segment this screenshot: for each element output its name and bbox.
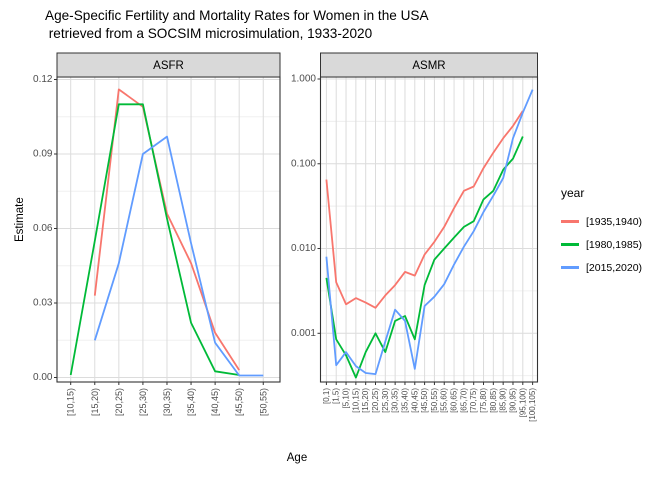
y-axis-title: Estimate: [14, 197, 26, 242]
x-category-label: [25,30): [381, 388, 390, 413]
x-category-label: [75,80): [479, 388, 488, 413]
chart-title-line1: Age-Specific Fertility and Mortality Rat…: [45, 8, 429, 23]
x-category-label: [50,55): [430, 388, 439, 413]
x-category-label: [100,105): [528, 388, 537, 422]
x-category-label: [1,5): [332, 388, 341, 404]
legend-title: year: [561, 186, 585, 200]
x-category-label: [90,95): [508, 388, 517, 413]
facet-strip-asmr: [320, 52, 538, 78]
y-tick-label: 0.09: [33, 149, 53, 160]
y-tick-label: 0.03: [33, 298, 53, 309]
x-category-label: [60,65): [450, 388, 459, 413]
y-tick-label: 1.000: [291, 74, 316, 85]
x-category-label: [10,15): [351, 388, 360, 413]
y-tick-label: 0.100: [291, 158, 316, 169]
x-category-label: [55,60): [440, 388, 449, 413]
y-tick-label: 0.010: [291, 243, 316, 254]
x-category-label: [15,20): [90, 388, 100, 416]
panel-asfr: 0.00 0.03 0.06 0.09 0.12 [10,15) [15,20) [20,25…: [33, 74, 281, 416]
x-category-label: [35,40): [400, 388, 409, 413]
x-category-label: [30,35): [162, 388, 172, 416]
legend-entry: [2015,2020): [561, 256, 642, 279]
x-category-label: [0,1): [322, 388, 331, 404]
legend-entry: [1935,1940): [561, 210, 642, 233]
panel-background: [57, 77, 280, 382]
x-category-label: [50,55): [258, 388, 268, 416]
x-category-label: [45,50): [420, 388, 429, 413]
x-category-label: [35,40): [186, 388, 196, 416]
y-tick-label: 0.00: [33, 372, 53, 383]
series-line-1935-1940: [325, 110, 524, 309]
x-category-label: [45,50): [234, 388, 244, 416]
chart-title-line2: retrieved from a SOCSIM microsimulation,…: [45, 26, 373, 41]
x-category-label: [5,10): [342, 388, 351, 409]
facet-strip-asfr: [56, 52, 281, 78]
legend: year [1935,1940) [1980,1985) [2015,2020): [561, 186, 642, 279]
x-category-label: [70,75): [469, 388, 478, 413]
legend-key-line: [561, 220, 579, 223]
x-category-label: [40,45): [410, 388, 419, 413]
x-category-label: [25,30): [138, 388, 148, 416]
x-category-label: [65,70): [459, 388, 468, 413]
legend-entry: [1980,1985): [561, 233, 642, 256]
series-line-2015-2020: [325, 89, 534, 375]
facet-strip-label-asmr: ASMR: [412, 60, 445, 72]
x-category-label: [20,25): [114, 388, 124, 416]
x-category-label: [10,15): [66, 388, 76, 416]
legend-key-line: [561, 243, 579, 246]
panel-asmr: 0.001 0.010 0.100 1.000 [0,1) [1,5) [5,10) [10,…: [291, 74, 539, 422]
x-category-label: [20,25): [371, 388, 380, 413]
facet-strip-label-asfr: ASFR: [153, 60, 184, 72]
panel-background: [320, 77, 538, 382]
series-line-2015-2020: [93, 135, 264, 377]
x-category-label: [80,85): [489, 388, 498, 413]
legend-entry-label: [1980,1985): [586, 238, 643, 251]
series-line-1935-1940: [93, 88, 240, 371]
series-line-1980-1985: [69, 103, 240, 376]
x-category-label: [85,90): [499, 388, 508, 413]
x-axis-title: Age: [286, 452, 308, 464]
x-category-label: [15,20): [361, 388, 370, 413]
y-tick-label: 0.06: [33, 223, 53, 234]
x-category-label: [95,100): [518, 388, 527, 418]
y-tick-label: 0.001: [291, 328, 316, 339]
legend-entry-label: [2015,2020): [586, 261, 643, 274]
x-category-label: [30,35): [391, 388, 400, 413]
x-category-label: [40,45): [210, 388, 220, 416]
legend-entry-label: [1935,1940): [586, 215, 643, 228]
legend-key-line: [561, 266, 579, 269]
y-tick-label: 0.12: [33, 74, 53, 85]
